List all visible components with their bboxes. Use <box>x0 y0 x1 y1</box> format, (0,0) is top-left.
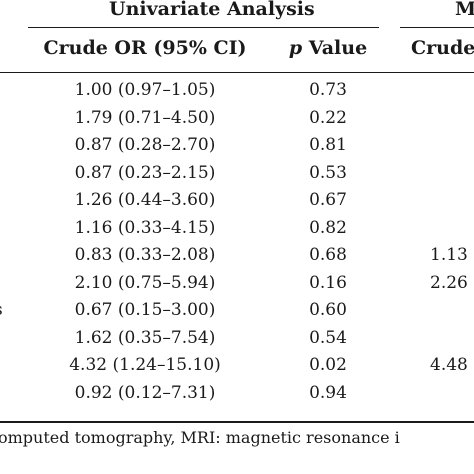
group-rule-multivariate <box>400 27 474 28</box>
p-value-suffix: Value <box>302 37 368 59</box>
bottom-rule <box>0 421 474 423</box>
group-header-multivariate-partial: M <box>455 0 474 20</box>
footnote: omputed tomography, MRI: magnetic resona… <box>0 428 400 447</box>
column-header-crude-partial: Crude <box>411 37 474 59</box>
group-rule-univariate <box>28 27 379 28</box>
multivariate-crude-cell: 4.48 <box>430 355 468 375</box>
group-header-univariate: Univariate Analysis <box>109 0 315 20</box>
row-label: s <box>0 300 3 320</box>
multivariate-crude-cell: 1.13 <box>430 245 468 265</box>
header-rule <box>0 72 474 73</box>
p-italic: p <box>288 37 303 59</box>
multivariate-crude-cell: 2.26 <box>430 273 468 293</box>
